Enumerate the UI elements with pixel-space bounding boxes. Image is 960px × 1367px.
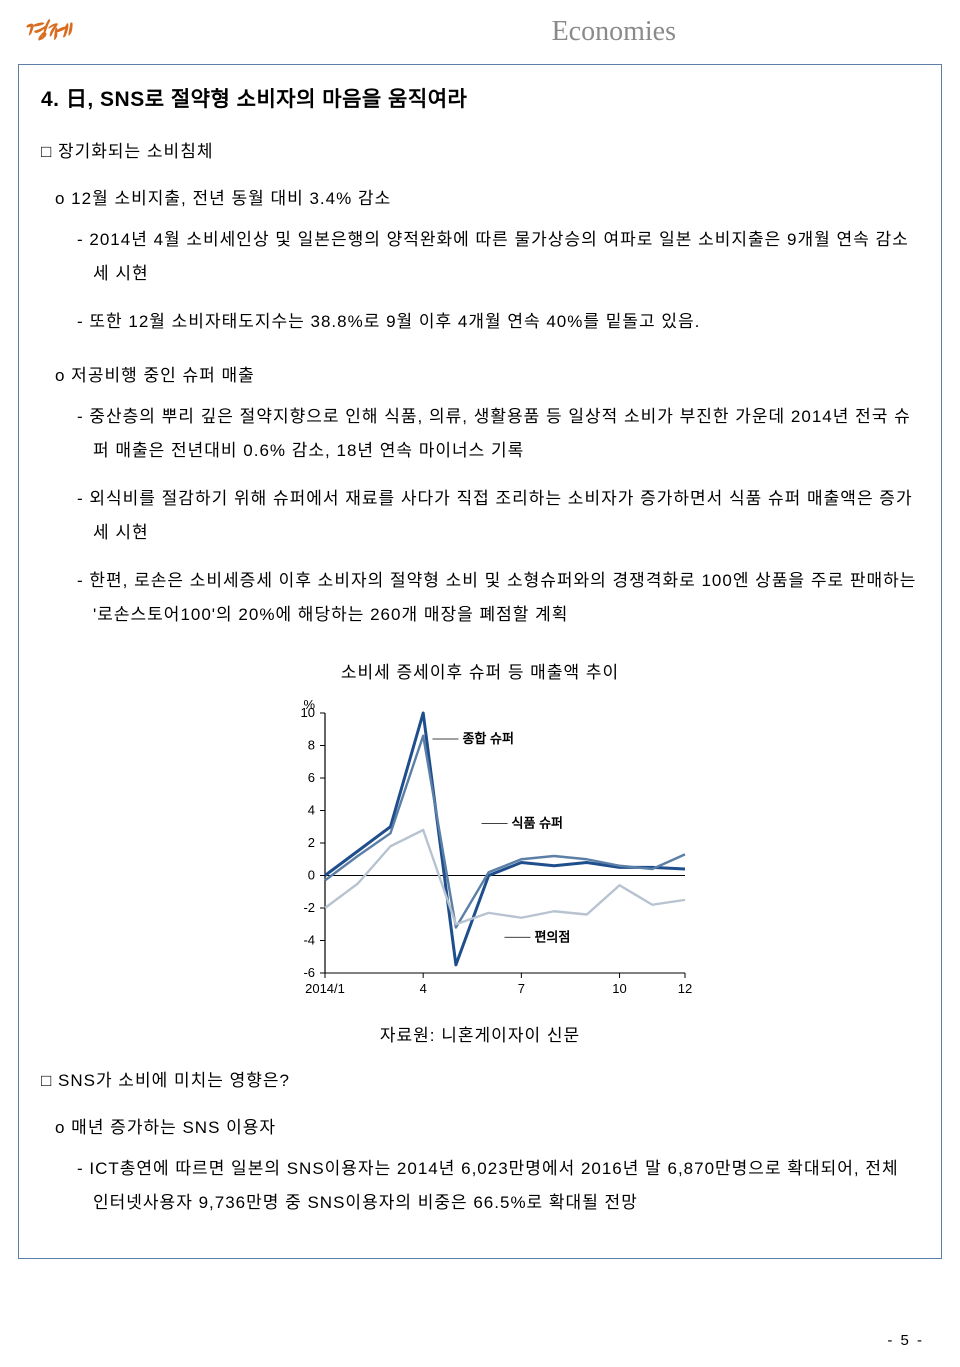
chart-series <box>325 830 685 924</box>
chart-source: 자료원: 니혼게이자이 신문 <box>41 1021 919 1046</box>
svg-text:4: 4 <box>420 981 427 996</box>
bullet: - 외식비를 절감하기 위해 슈퍼에서 재료를 사다가 직접 조리하는 소비자가… <box>77 482 919 550</box>
svg-text:-6: -6 <box>303 965 315 980</box>
svg-text:%: % <box>303 697 315 712</box>
svg-text:-4: -4 <box>303 933 315 948</box>
bullet: - ICT총연에 따르면 일본의 SNS이용자는 2014년 6,023만명에서… <box>77 1152 919 1220</box>
svg-text:6: 6 <box>308 770 315 785</box>
header-title: Economies <box>552 16 676 48</box>
bullet: - 또한 12월 소비자태도지수는 38.8%로 9월 이후 4개월 연속 40… <box>77 305 919 339</box>
content-frame: 4. 日, SNS로 절약형 소비자의 마음을 움직여라 □ 장기화되는 소비침… <box>18 64 942 1259</box>
page-header: 경제 Economies <box>0 0 960 64</box>
svg-text:2014/1: 2014/1 <box>305 981 345 996</box>
bullet: - 중산층의 뿌리 깊은 절약지향으로 인해 식품, 의류, 생활용품 등 일상… <box>77 400 919 468</box>
chart-series <box>325 736 685 928</box>
svg-text:-2: -2 <box>303 900 315 915</box>
chart-container: 1086420-2-4-6%2014/1471012종합 슈퍼식품 슈퍼편의점 <box>41 693 919 1003</box>
svg-text:7: 7 <box>518 981 525 996</box>
bullet: - 2014년 4월 소비세인상 및 일본은행의 양적완화에 따른 물가상승의 … <box>77 223 919 291</box>
svg-text:2: 2 <box>308 835 315 850</box>
bullet: - 한편, 로손은 소비세증세 이후 소비자의 절약형 소비 및 소형슈퍼와의 … <box>77 564 919 632</box>
sub-item: o 매년 증가하는 SNS 이용자 <box>55 1113 919 1138</box>
chart-caption: 소비세 증세이후 슈퍼 등 매출액 추이 <box>41 658 919 683</box>
sub-item: o 저공비행 중인 슈퍼 매출 <box>55 361 919 386</box>
chart-series <box>325 713 685 965</box>
article-title: 4. 日, SNS로 절약형 소비자의 마음을 움직여라 <box>41 83 919 113</box>
section-head: □ SNS가 소비에 미치는 영향은? <box>41 1066 919 1091</box>
svg-text:0: 0 <box>308 868 315 883</box>
line-chart: 1086420-2-4-6%2014/1471012종합 슈퍼식품 슈퍼편의점 <box>265 693 695 1003</box>
svg-text:10: 10 <box>612 981 626 996</box>
section-head: □ 장기화되는 소비침체 <box>41 137 919 162</box>
chart-annotation: 편의점 <box>534 929 570 944</box>
svg-text:8: 8 <box>308 738 315 753</box>
sections: □ 장기화되는 소비침체 o 12월 소비지출, 전년 동월 대비 3.4% 감소… <box>41 137 919 1220</box>
svg-text:12: 12 <box>678 981 692 996</box>
header-category: 경제 <box>24 12 71 52</box>
svg-text:4: 4 <box>308 803 315 818</box>
chart-annotation: 식품 슈퍼 <box>512 816 563 831</box>
page-number: - 5 - <box>887 1332 924 1349</box>
sub-item: o 12월 소비지출, 전년 동월 대비 3.4% 감소 <box>55 184 919 209</box>
chart-annotation: 종합 슈퍼 <box>462 731 513 746</box>
